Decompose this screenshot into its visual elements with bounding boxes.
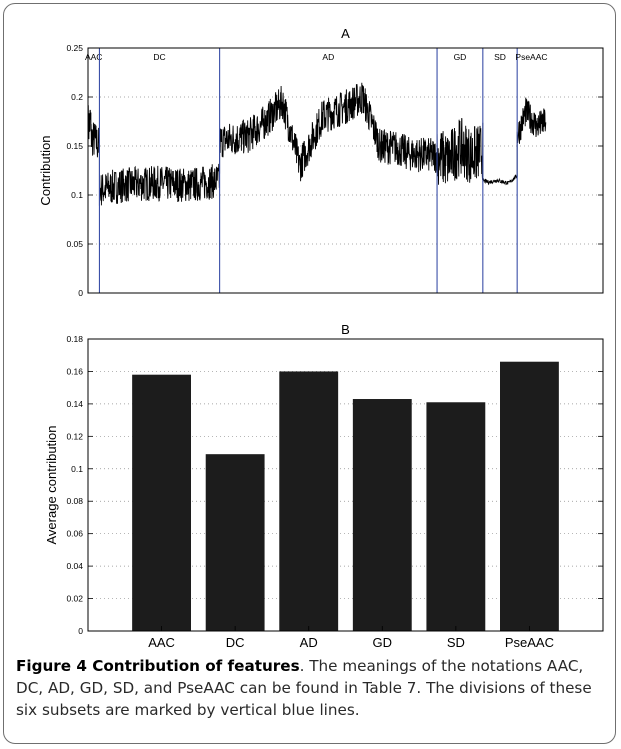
subset-label: DC <box>153 52 165 62</box>
tick-label-x: AD <box>300 635 318 650</box>
subset-label: AAC <box>85 52 102 62</box>
figure-frame <box>3 3 616 744</box>
tick-label-x: DC <box>226 635 245 650</box>
bar-sd <box>426 402 486 631</box>
subset-label: AD <box>322 52 334 62</box>
subset-label: GD <box>454 52 467 62</box>
tick-label-x: SD <box>447 635 465 650</box>
tick-label-y: 0.12 <box>66 431 83 441</box>
y-axis-label: Contribution <box>38 135 53 205</box>
plot-frame-a <box>87 47 604 294</box>
tick-label-y: 0 <box>78 626 83 636</box>
tick-label-y: 0.1 <box>71 190 83 200</box>
subset-label: PseAAC <box>515 52 547 62</box>
bar-ad <box>279 371 339 631</box>
caption-label: Figure 4 Contribution of features <box>16 657 300 675</box>
tick-label-y: 0.18 <box>66 334 83 344</box>
y-axis-label: Average contribution <box>44 425 59 544</box>
tick-label-y: 0.16 <box>66 366 83 376</box>
bar-dc <box>205 454 265 631</box>
figure-caption: Figure 4 Contribution of features. The m… <box>16 655 608 721</box>
tick-label-y: 0.02 <box>66 594 83 604</box>
tick-label-x: AAC <box>148 635 175 650</box>
tick-label-y: 0.2 <box>71 92 83 102</box>
tick-label-y: 0.14 <box>66 399 83 409</box>
chart-b-title: B <box>341 322 350 337</box>
tick-label-y: 0.04 <box>66 561 83 571</box>
tick-label-y: 0 <box>78 288 83 298</box>
plot-frame-b <box>87 338 604 632</box>
chart-b: B 0 0.02 0.04 0.06 0.08 0.1 0.12 0.14 0.16 0.18 Ave… <box>44 322 604 650</box>
tick-label-x: GD <box>373 635 393 650</box>
bar-pseaac <box>500 361 559 631</box>
tick-label-y: 0.1 <box>71 464 83 474</box>
tick-label-x: PseAAC <box>505 635 554 650</box>
tick-label-y: 0.15 <box>66 141 83 151</box>
tick-label-y: 0.06 <box>66 529 83 539</box>
chart-a-title: A <box>341 26 350 41</box>
chart-a: A 0 0.05 0.1 0.15 0.2 0.25 Contribution AAC DC AD G… <box>38 26 604 298</box>
bar-gd <box>352 399 412 631</box>
caption-text: . The meanings of the notations AAC, DC,… <box>16 657 592 719</box>
bar-aac <box>132 374 191 631</box>
tick-label-y: 0.05 <box>66 239 83 249</box>
tick-label-y: 0.08 <box>66 496 83 506</box>
contribution-line <box>87 82 547 206</box>
tick-label-y: 0.25 <box>66 43 83 53</box>
subset-label: SD <box>494 52 506 62</box>
